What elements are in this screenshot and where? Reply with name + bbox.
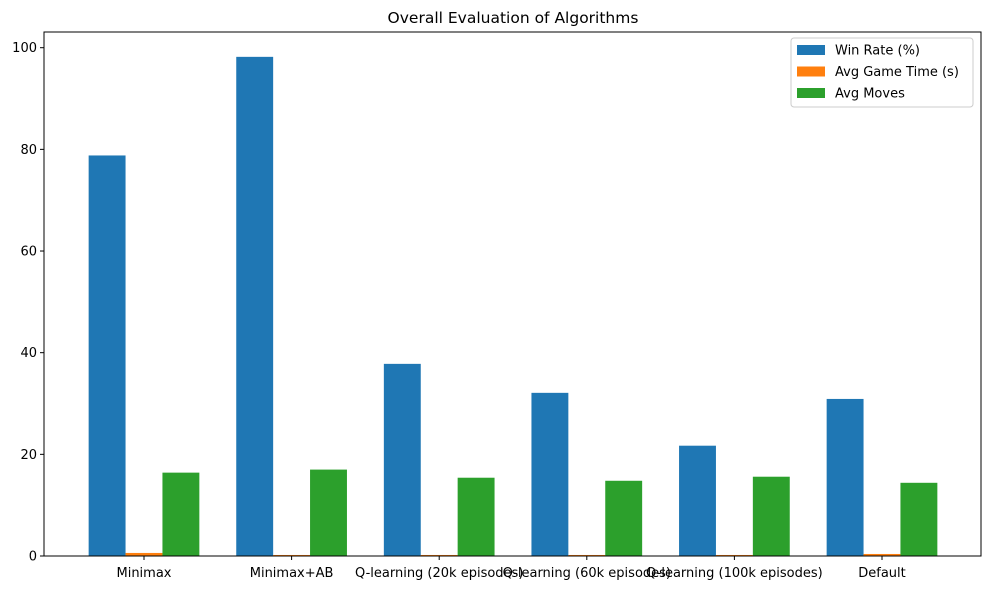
bar-0-1 — [236, 56, 274, 556]
bar-2-0 — [162, 472, 200, 556]
bar-2-4 — [752, 476, 790, 556]
bar-1-5 — [863, 553, 901, 556]
legend-swatch — [797, 45, 825, 55]
bar-0-5 — [826, 398, 864, 556]
x-tick-label: Q-learning (60k episodes) — [503, 566, 671, 581]
bars-group — [88, 56, 938, 556]
legend: Win Rate (%) Avg Game Time (s) Avg Moves — [790, 37, 974, 108]
bar-0-2 — [383, 363, 421, 556]
plot-frame — [43, 31, 982, 557]
y-tick-label: 80 — [20, 143, 37, 158]
bar-2-3 — [605, 480, 643, 556]
bar-0-3 — [531, 392, 569, 556]
x-tick-label: Q-learning (20k episodes) — [355, 566, 523, 581]
legend-swatch — [797, 66, 825, 77]
chart-title: Overall Evaluation of Algorithms — [388, 9, 639, 27]
y-axis: 0 20 40 60 80 100 — [12, 41, 44, 565]
y-tick-label: 40 — [20, 346, 37, 361]
bar-1-4 — [715, 554, 753, 556]
legend-label: Avg Game Time (s) — [835, 65, 959, 80]
x-tick-label: Q-learning (100k episodes) — [646, 566, 823, 581]
y-tick-label: 0 — [29, 550, 37, 565]
bar-2-1 — [310, 469, 347, 556]
bar-1-3 — [568, 554, 606, 556]
y-tick-label: 100 — [12, 41, 37, 56]
bar-2-5 — [900, 482, 938, 556]
y-tick-label: 20 — [20, 448, 37, 463]
y-tick-label: 60 — [20, 245, 37, 260]
legend-swatch — [797, 88, 825, 98]
bar-1-1 — [273, 554, 311, 556]
bar-2-2 — [457, 477, 495, 556]
bar-1-0 — [125, 552, 163, 556]
x-axis: Minimax Minimax+AB Q-learning (20k episode… — [116, 556, 906, 581]
legend-label: Win Rate (%) — [835, 44, 920, 59]
bar-0-0 — [88, 155, 126, 556]
x-tick-label: Default — [858, 566, 906, 581]
legend-label: Avg Moves — [835, 87, 905, 102]
x-tick-label: Minimax+AB — [250, 566, 334, 581]
bar-0-4 — [679, 445, 716, 556]
x-tick-label: Minimax — [116, 566, 171, 581]
bar-1-2 — [420, 554, 458, 556]
legend-box — [790, 37, 974, 108]
